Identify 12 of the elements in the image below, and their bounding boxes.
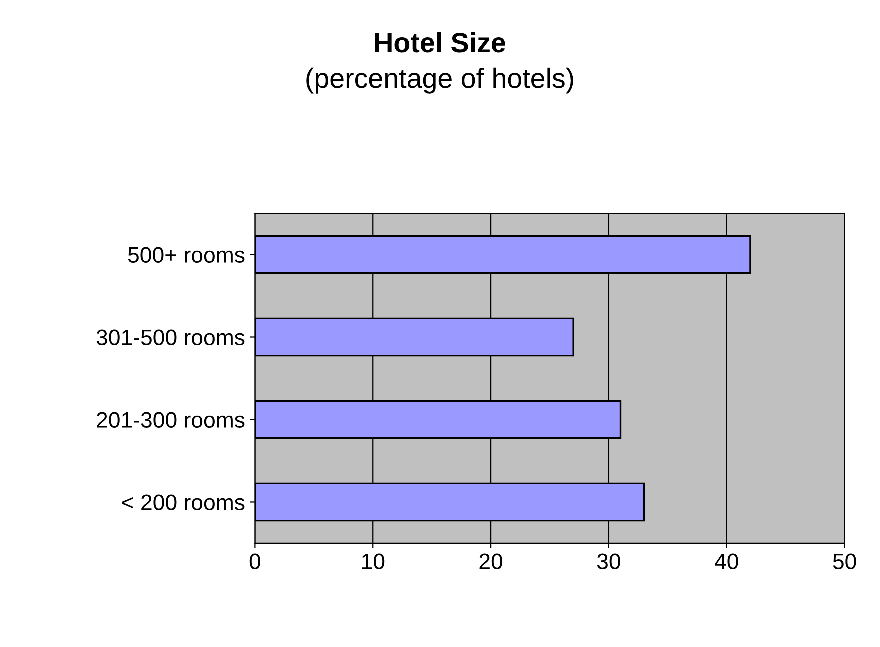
x-tick-label: 50 <box>833 554 856 570</box>
x-tick-label: 10 <box>362 554 385 570</box>
x-tick-label: 30 <box>597 554 620 570</box>
chart-subtitle: (percentage of hotels) <box>306 68 574 94</box>
x-tick-label: 20 <box>480 554 503 570</box>
y-tick-label: 201-300 rooms <box>97 412 245 428</box>
x-tick-label: 0 <box>250 554 261 570</box>
y-tick-label: 500+ rooms <box>128 247 245 264</box>
y-tick-label: < 200 rooms <box>122 494 245 511</box>
y-tick-label: 301-500 rooms <box>96 330 245 346</box>
x-tick-label: 40 <box>715 554 738 570</box>
chart-title: Hotel Size <box>375 32 506 53</box>
